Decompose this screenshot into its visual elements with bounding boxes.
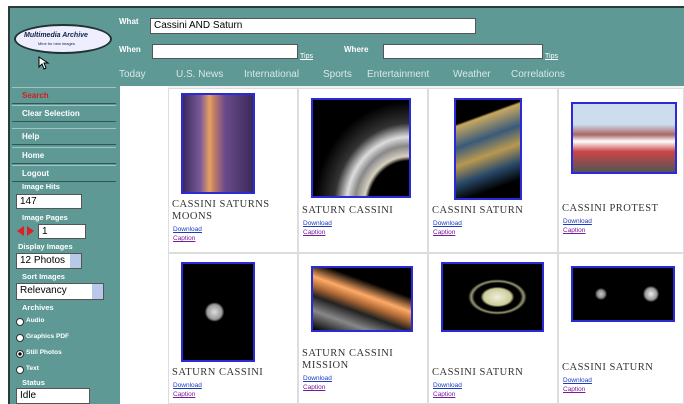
archives-label: Archives (22, 303, 54, 312)
nav-link[interactable]: Weather (453, 69, 491, 80)
caption-link[interactable]: Caption (433, 391, 455, 398)
nav-link[interactable]: Today (119, 69, 146, 80)
archive-radio[interactable] (16, 318, 24, 326)
where-input[interactable] (383, 44, 543, 59)
home-button[interactable]: Home (12, 147, 116, 164)
result-title: SATURN CASSINI MISSION (302, 348, 426, 372)
when-input[interactable] (152, 44, 298, 59)
image-pages-input[interactable]: 1 (38, 224, 86, 239)
download-link[interactable]: Download (563, 377, 592, 384)
when-label: When (119, 45, 141, 54)
image-pages-label: Image Pages (22, 213, 68, 222)
nav-link[interactable]: Sports (323, 69, 352, 80)
caption-link[interactable]: Caption (563, 386, 585, 393)
display-label: Display Images (18, 242, 73, 251)
result-title: CASSINI SATURN (432, 205, 556, 217)
sort-select[interactable]: Relevancy (16, 283, 104, 300)
page-arrows[interactable] (16, 225, 36, 237)
result-title: CASSINI SATURNS MOONS (172, 199, 296, 223)
search-button[interactable]: Search (12, 87, 116, 104)
what-input[interactable]: Cassini AND Saturn (150, 18, 476, 34)
result-thumbnail[interactable] (311, 98, 411, 198)
nav-link[interactable]: U.S. News (176, 69, 223, 80)
caption-link[interactable]: Caption (563, 227, 585, 234)
where-tips[interactable]: Tips (545, 53, 558, 60)
caption-link[interactable]: Caption (303, 384, 325, 391)
caption-link[interactable]: Caption (173, 391, 195, 398)
download-link[interactable]: Download (303, 220, 332, 227)
result-thumbnail[interactable] (181, 93, 255, 194)
logo[interactable]: Multimedia Archive Mine for new images (14, 24, 112, 54)
result-thumbnail[interactable] (311, 266, 413, 332)
results-margin (120, 86, 168, 404)
archive-radio[interactable] (16, 334, 24, 342)
result-thumbnail[interactable] (454, 98, 522, 200)
caption-link[interactable]: Caption (173, 235, 195, 242)
what-label: What (119, 17, 139, 26)
status-input: Idle (16, 388, 90, 404)
archive-radio[interactable] (16, 350, 24, 358)
download-link[interactable]: Download (173, 382, 202, 389)
clear-button[interactable]: Clear Selection (12, 105, 116, 122)
result-title: CASSINI SATURN (432, 367, 556, 379)
download-link[interactable]: Download (563, 218, 592, 225)
archive-option[interactable]: Still Photos (26, 349, 62, 356)
result-title: SATURN CASSINI (302, 205, 426, 217)
archive-option[interactable]: Audio (26, 317, 44, 324)
logo-subtitle: Mine for new images (38, 41, 75, 46)
logout-button[interactable]: Logout (12, 165, 116, 182)
app-window: Multimedia Archive Mine for new images W… (0, 0, 684, 404)
archive-option[interactable]: Text (26, 365, 39, 372)
result-thumbnail[interactable] (571, 102, 677, 174)
result-title: CASSINI SATURN (562, 362, 682, 374)
download-link[interactable]: Download (303, 375, 332, 382)
nav-link[interactable]: International (244, 69, 299, 80)
image-hits-label: Image Hits (22, 182, 60, 191)
result-thumbnail[interactable] (181, 262, 255, 362)
nav-link[interactable]: Correlations (511, 69, 565, 80)
archive-option[interactable]: Graphics PDF (26, 333, 69, 340)
caption-link[interactable]: Caption (433, 229, 455, 236)
caption-link[interactable]: Caption (303, 229, 325, 236)
help-button[interactable]: Help (12, 128, 116, 145)
result-title: CASSINI PROTEST (562, 203, 682, 215)
when-tips[interactable]: Tips (300, 53, 313, 60)
download-link[interactable]: Download (433, 382, 462, 389)
nav-link[interactable]: Entertainment (367, 69, 429, 80)
dropdown-arrow (70, 254, 81, 268)
status-label: Status (22, 378, 45, 387)
result-thumbnail[interactable] (571, 266, 675, 322)
result-title: SATURN CASSINI (172, 367, 296, 379)
download-link[interactable]: Download (173, 226, 202, 233)
sort-label: Sort Images (22, 272, 65, 281)
archive-radio[interactable] (16, 366, 24, 374)
download-link[interactable]: Download (433, 220, 462, 227)
logo-title: Multimedia Archive (24, 32, 88, 39)
image-hits-input[interactable]: 147 (16, 194, 82, 209)
dropdown-arrow (92, 284, 103, 299)
cursor (38, 56, 50, 70)
result-thumbnail[interactable] (441, 262, 544, 332)
where-label: Where (344, 45, 368, 54)
